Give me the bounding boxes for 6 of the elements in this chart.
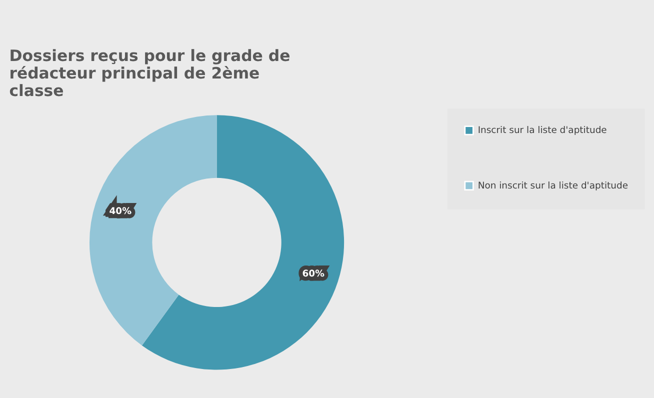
donut-slice — [90, 115, 217, 346]
legend-label: Non inscrit sur la liste d'aptitude — [478, 180, 628, 192]
data-label: 60% — [302, 268, 324, 280]
chart-title: Dossiers reçus pour le grade de rédacteur principal de 2ème classe — [9, 46, 290, 100]
donut-slice — [142, 115, 344, 370]
legend-label: Inscrit sur la liste d'aptitude — [478, 125, 608, 136]
